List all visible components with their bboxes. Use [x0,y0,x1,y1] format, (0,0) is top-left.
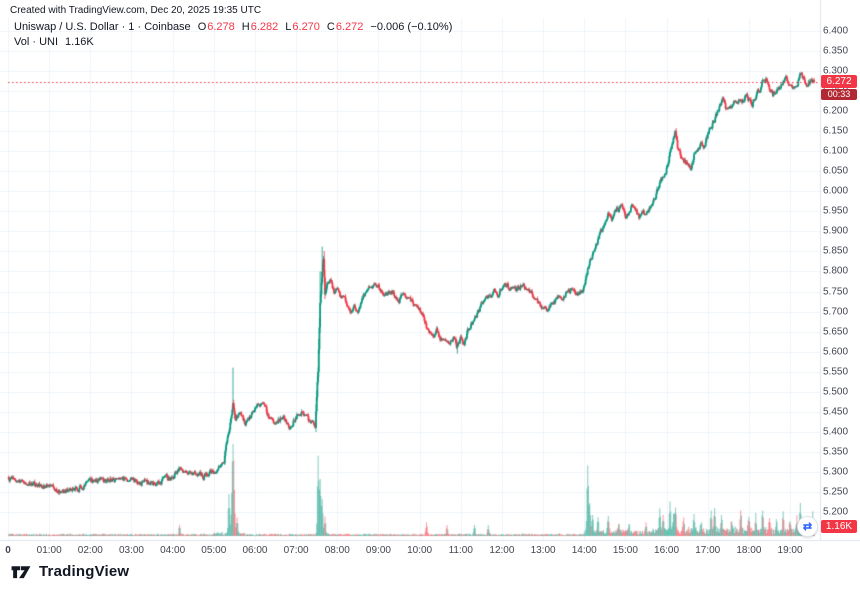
price-tick-label: 5.900 [823,225,849,237]
volume-badge: 1.16K [821,520,857,533]
price-tick-label: 5.650 [823,326,849,338]
price-tick-label: 5.550 [823,366,849,378]
time-tick-label: 17:00 [695,545,721,556]
credit-line: Created with TradingView.com, Dec 20, 20… [10,5,262,16]
price-tick-label: 5.850 [823,245,849,257]
price-tick-label: 5.950 [823,205,849,217]
bar-countdown-badge: 00:33 [821,89,857,101]
price-tick-label: 5.300 [823,466,849,478]
price-tick-label: 6.050 [823,165,849,177]
price-tick-label: 6.400 [823,25,849,37]
tradingview-wordmark: TradingView [39,562,130,580]
time-tick-label: 0 [5,545,11,556]
price-tick-label: 5.600 [823,346,849,358]
high-value: 6.282 [250,21,279,33]
tradingview-logo-icon [11,566,31,579]
price-tick-label: 6.100 [823,145,849,157]
time-tick-label: 12:00 [489,545,515,556]
time-tick-label: 01:00 [36,545,62,556]
time-tick-label: 08:00 [324,545,350,556]
time-tick-label: 11:00 [448,545,473,556]
close-value: 6.272 [335,21,364,33]
price-tick-label: 5.200 [823,506,849,518]
high-label: H [241,21,250,33]
price-tick-label: 5.250 [823,486,849,498]
close-label: C [326,21,335,33]
time-tick-label: 09:00 [365,545,391,556]
go-to-realtime-button[interactable]: ⇄ [797,516,818,537]
time-tick-label: 06:00 [242,545,268,556]
time-tick-label: 04:00 [160,545,186,556]
time-tick-label: 13:00 [530,545,556,556]
time-tick-label: 10:00 [407,545,433,556]
time-tick-label: 07:00 [283,545,309,556]
volume-legend: Vol · UNI 1.16K [14,36,94,48]
price-tick-label: 5.700 [823,306,849,318]
price-tick-label: 6.350 [823,45,849,57]
time-tick-label: 16:00 [654,545,680,556]
symbol-title[interactable]: Uniswap / U.S. Dollar · 1 · Coinbase [14,21,191,33]
symbol-legend: Uniswap / U.S. Dollar · 1 · Coinbase O6.2… [14,21,452,33]
time-tick-label: 14:00 [571,545,597,556]
time-tick-label: 03:00 [118,545,144,556]
time-tick-label: 05:00 [201,545,227,556]
price-tick-label: 5.500 [823,386,849,398]
time-tick-label: 02:00 [77,545,103,556]
low-value: 6.270 [292,21,320,33]
price-tick-label: 5.800 [823,265,849,277]
change-value: −0.006 (−0.10%) [370,21,453,33]
price-tick-label: 5.350 [823,446,849,458]
price-tick-label: 6.300 [823,65,849,77]
time-tick-label: 18:00 [736,545,762,556]
open-label: O [197,21,207,33]
open-value: 6.278 [207,21,235,33]
price-tick-label: 5.400 [823,426,849,438]
price-tick-label: 5.750 [823,286,849,298]
last-price-badge: 6.272 [821,75,857,89]
volume-label[interactable]: Vol · UNI [14,36,59,48]
price-tick-label: 5.450 [823,406,849,418]
price-tick-label: 6.000 [823,185,849,197]
sync-arrows-icon: ⇄ [802,521,813,533]
price-tick-label: 6.150 [823,125,849,137]
tradingview-branding[interactable]: TradingView [10,560,129,582]
time-tick-label: 15:00 [612,545,638,556]
volume-value: 1.16K [65,36,94,48]
low-label: L [285,21,292,33]
time-tick-label: 19:00 [777,545,803,556]
price-tick-label: 6.200 [823,105,849,117]
